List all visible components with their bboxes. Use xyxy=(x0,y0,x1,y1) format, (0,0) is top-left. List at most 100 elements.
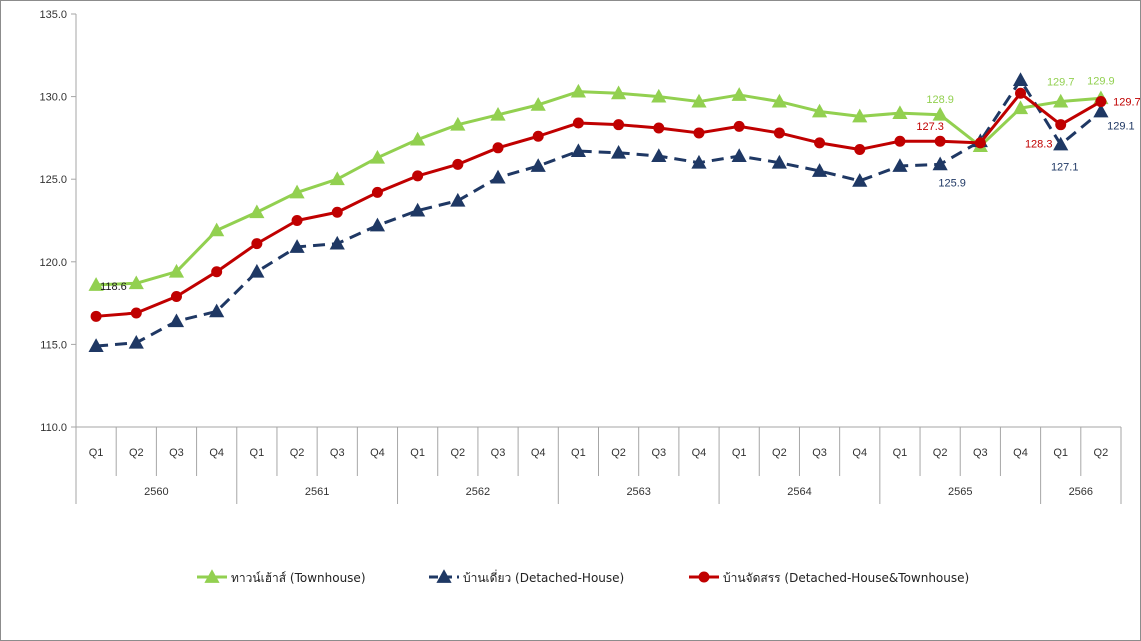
data-point xyxy=(291,215,303,226)
legend-swatch-marker xyxy=(204,569,220,583)
data-point xyxy=(490,106,506,121)
series-line xyxy=(95,91,1102,318)
data-point xyxy=(369,217,386,232)
legend-entry: บ้านจัดสรร (Detached-House&Townhouse) xyxy=(689,571,969,585)
data-point xyxy=(572,117,584,129)
data-point xyxy=(773,127,785,139)
series-line xyxy=(95,78,1102,348)
data-point xyxy=(450,116,466,131)
x-tick-label: Q2 xyxy=(1094,447,1109,459)
data-point xyxy=(329,235,345,250)
data-point xyxy=(490,169,506,184)
data-point xyxy=(410,131,426,146)
data-point xyxy=(854,143,866,155)
legend-label: ทาวน์เฮ้าส์ (Townhouse) xyxy=(231,571,366,585)
data-point xyxy=(492,142,504,154)
x-tick-label: Q3 xyxy=(169,447,184,459)
legend-swatch-marker xyxy=(698,571,710,583)
data-point xyxy=(771,154,787,169)
data-point xyxy=(168,263,185,278)
data-point xyxy=(532,130,544,142)
data-point xyxy=(932,106,948,121)
data-point xyxy=(731,87,747,101)
data-point xyxy=(530,97,546,111)
data-point xyxy=(651,148,667,162)
x-tick-label: Q4 xyxy=(370,447,385,459)
legend-label: บ้านจัดสรร (Detached-House&Townhouse) xyxy=(723,571,969,585)
year-label: 2560 xyxy=(144,486,168,498)
data-point xyxy=(249,263,265,278)
data-point xyxy=(128,334,144,349)
data-label: 127.1 xyxy=(1051,162,1079,174)
x-tick-label: Q4 xyxy=(209,447,224,459)
data-label: 128.9 xyxy=(926,94,954,106)
x-tick-label: Q1 xyxy=(410,447,425,459)
x-tick-label: Q3 xyxy=(651,447,666,459)
x-tick-label: Q2 xyxy=(450,447,465,459)
y-tick-label: 115.0 xyxy=(40,339,67,351)
data-point xyxy=(170,290,182,302)
data-point xyxy=(90,310,102,322)
data-point xyxy=(771,93,787,108)
data-point xyxy=(211,266,223,278)
data-point xyxy=(452,158,464,170)
x-tick-label: Q2 xyxy=(611,447,626,459)
data-point xyxy=(450,192,466,207)
data-point xyxy=(894,135,906,147)
data-point xyxy=(731,148,747,162)
data-point xyxy=(974,137,986,149)
data-point xyxy=(1093,103,1109,118)
legend-entry: ทาวน์เฮ้าส์ (Townhouse) xyxy=(197,569,366,585)
data-point xyxy=(88,338,104,352)
y-axis: 110.0 115.0 120.0 125.0 130.0 135.0 xyxy=(39,9,77,434)
x-tick-label: Q1 xyxy=(1053,447,1068,459)
data-point xyxy=(249,204,265,219)
data-point xyxy=(369,149,386,164)
x-tick-label: Q2 xyxy=(290,447,305,459)
data-point xyxy=(610,144,627,159)
x-tick-label: Q2 xyxy=(129,447,144,459)
x-tick-label: Q1 xyxy=(732,447,747,459)
data-point xyxy=(412,170,424,182)
data-point xyxy=(130,307,142,319)
data-point xyxy=(1012,100,1029,115)
data-point xyxy=(209,222,225,237)
year-label: 2563 xyxy=(626,486,650,498)
data-point xyxy=(251,238,263,250)
data-point xyxy=(693,127,705,139)
data-label: 118.6 xyxy=(100,281,127,293)
data-point xyxy=(1095,96,1107,108)
year-label: 2561 xyxy=(305,486,329,498)
x-tick-label: Q1 xyxy=(250,447,265,459)
legend-label: บ้านเดี่ยว (Detached-House) xyxy=(463,569,624,585)
data-point xyxy=(934,135,946,147)
data-point xyxy=(371,186,383,198)
y-tick-label: 120.0 xyxy=(39,257,67,269)
data-point xyxy=(1015,87,1027,99)
data-point xyxy=(892,158,908,172)
x-tick-label: Q4 xyxy=(852,447,867,459)
y-tick-label: 135.0 xyxy=(39,9,67,21)
legend-swatch-marker xyxy=(436,569,452,583)
x-tick-label: Q3 xyxy=(491,447,506,459)
data-point xyxy=(733,120,745,132)
x-tick-label: Q3 xyxy=(973,447,988,459)
data-label: 129.9 xyxy=(1087,75,1115,87)
series-line xyxy=(96,90,1102,287)
data-point xyxy=(331,206,343,218)
data-label: 127.3 xyxy=(916,121,944,133)
data-point xyxy=(1055,119,1067,131)
data-point xyxy=(570,83,587,98)
x-axis: Q1 Q2 Q3 Q4 Q1 Q2 Q3 Q4 Q1 Q2 Q3 Q4 Q1 Q2 Q3 Q4 Q1 Q2 Q3 Q4… xyxy=(75,426,1122,504)
data-point xyxy=(1012,72,1029,86)
year-label: 2566 xyxy=(1069,486,1093,498)
x-tick-label: Q4 xyxy=(531,447,546,459)
y-tick-label: 110.0 xyxy=(40,422,67,434)
data-point xyxy=(209,303,225,318)
x-tick-label: Q1 xyxy=(893,447,908,459)
data-point xyxy=(814,137,826,149)
x-tick-label: Q3 xyxy=(330,447,345,459)
x-tick-label: Q2 xyxy=(933,447,948,459)
